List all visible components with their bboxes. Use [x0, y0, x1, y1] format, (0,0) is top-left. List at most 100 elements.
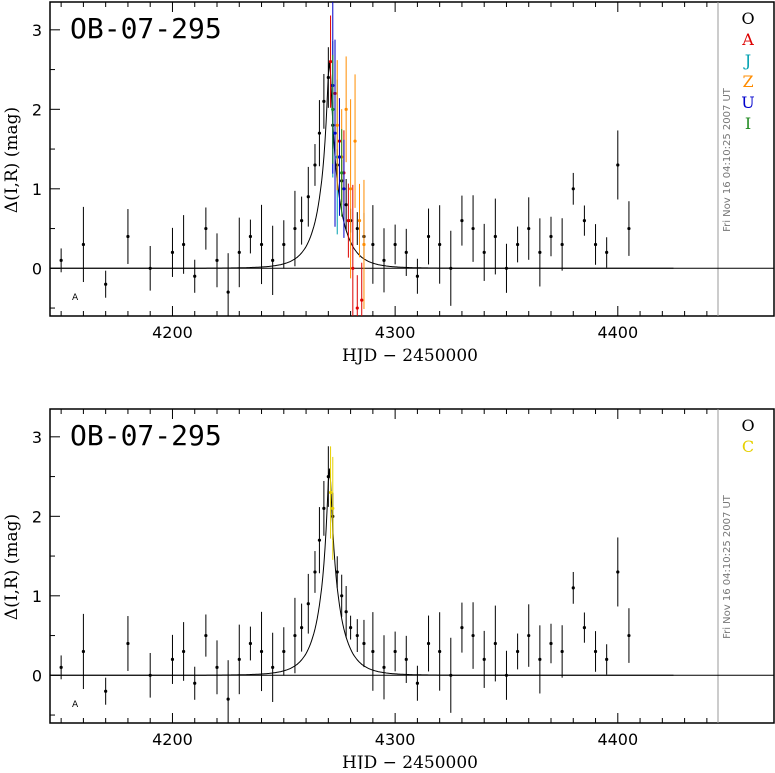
data-point: [282, 242, 286, 247]
data-point: [342, 187, 346, 191]
data-point: [382, 665, 386, 669]
data-point: [582, 219, 587, 223]
data-point: [170, 657, 175, 662]
data-point: [593, 649, 598, 654]
data-point: [438, 242, 442, 247]
data-point: [355, 226, 359, 231]
data-point: [460, 626, 464, 630]
data-point: [344, 107, 348, 111]
data-point: [571, 187, 575, 191]
data-point: [317, 538, 322, 542]
data-point: [322, 506, 326, 510]
legend-item: O: [741, 9, 754, 28]
data-point: [404, 250, 408, 255]
timestamp: Fri Nov 16 04:10:25 2007 UT: [722, 494, 733, 639]
data-point: [362, 242, 366, 247]
x-tick-label: 4300: [375, 730, 416, 749]
data-point: [538, 250, 542, 255]
data-point: [237, 250, 241, 255]
data-point: [344, 203, 348, 207]
chart-title: OB-07-295: [70, 419, 222, 452]
data-point: [306, 602, 310, 606]
data-point: [355, 633, 359, 638]
data-point: [393, 242, 397, 247]
data-point: [148, 673, 152, 677]
data-point: [226, 290, 230, 294]
data-point: [331, 506, 335, 510]
data-point: [204, 226, 208, 231]
legend-item: J: [743, 51, 751, 70]
data-point: [516, 242, 520, 247]
y-tick-label: 3: [32, 21, 42, 40]
data-point: [571, 586, 575, 590]
data-point: [382, 258, 386, 262]
data-point: [560, 242, 564, 247]
data-point: [328, 490, 333, 495]
data-point: [593, 242, 598, 247]
data-point: [605, 250, 609, 255]
data-point: [104, 689, 108, 693]
data-point: [193, 274, 197, 278]
data-point: [371, 242, 375, 247]
y-tick-label: 2: [32, 507, 42, 526]
data-point: [322, 99, 326, 103]
data-point: [357, 219, 362, 223]
data-point: [371, 649, 375, 654]
x-tick-label: 4200: [152, 323, 193, 342]
data-point: [215, 258, 219, 262]
data-point: [335, 123, 339, 127]
data-point: [259, 649, 264, 654]
data-point: [193, 681, 197, 685]
data-point: [355, 306, 359, 310]
data-point: [59, 665, 63, 669]
data-point: [549, 234, 553, 239]
corner-mark: A: [72, 700, 79, 710]
series-I: [331, 54, 344, 217]
data-point: [282, 649, 286, 654]
plot-frame: [49, 408, 775, 724]
data-point: [527, 633, 531, 638]
series-Z: [335, 56, 366, 310]
data-point: [126, 234, 130, 239]
x-tick-label: 4200: [152, 730, 193, 749]
data-point: [271, 665, 275, 669]
data-point: [415, 681, 419, 685]
data-point: [340, 171, 344, 175]
data-point: [415, 274, 419, 278]
data-point: [393, 649, 397, 654]
data-point: [362, 641, 366, 646]
data-point: [293, 633, 297, 638]
y-axis-label: Δ(I,R) (mag): [2, 514, 22, 620]
data-point: [215, 665, 219, 669]
legend-item: I: [745, 114, 751, 133]
data-point: [300, 219, 304, 223]
model-curve: [50, 61, 674, 269]
data-point: [81, 242, 85, 247]
data-point: [360, 298, 364, 302]
y-tick-label: 1: [32, 587, 42, 606]
data-point: [627, 226, 631, 231]
data-point: [627, 633, 631, 638]
data-point: [340, 594, 344, 598]
data-point: [59, 258, 63, 262]
data-point: [182, 242, 186, 247]
data-point: [333, 131, 337, 135]
data-point: [349, 626, 353, 630]
data-point: [493, 641, 497, 646]
data-point: [148, 266, 152, 270]
data-point: [170, 250, 175, 255]
x-axis-label: HJD − 2450000: [342, 753, 478, 769]
data-point: [426, 641, 431, 646]
data-point: [449, 266, 453, 270]
data-point: [346, 219, 350, 223]
data-point: [426, 234, 431, 239]
legend-item: O: [741, 416, 754, 435]
data-point: [471, 226, 475, 231]
y-tick-label: 1: [32, 180, 42, 199]
data-point: [313, 570, 317, 574]
series-C: [328, 446, 335, 560]
series-U: [331, 2, 346, 238]
chart-title: OB-07-295: [70, 12, 222, 45]
data-point: [81, 649, 85, 654]
